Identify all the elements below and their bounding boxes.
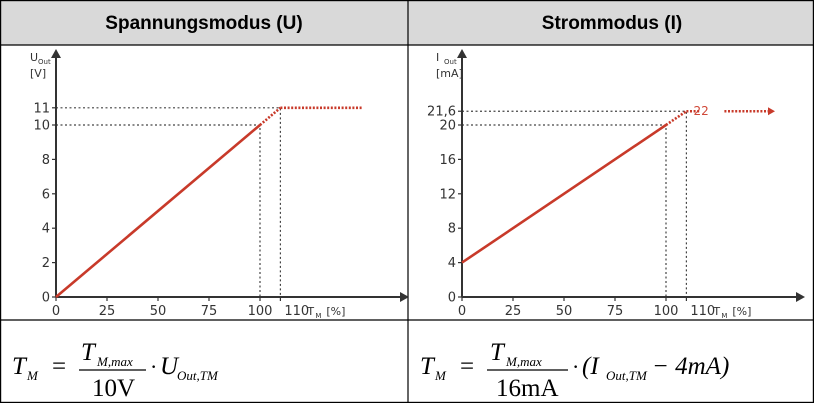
header-current-mode: Strommodus (I) [542, 13, 682, 34]
x-tick-label: 25 [99, 304, 116, 319]
formula-tail-open: (I [582, 353, 600, 380]
x-axis-label-sub: M [721, 312, 727, 320]
x-tick-label: 100 [248, 304, 273, 319]
header-voltage-mode: Spannungsmodus (U) [105, 13, 302, 34]
formula-tail-sub: Out,TM [177, 368, 219, 383]
y-tick-label: 20 [439, 119, 456, 134]
formula-current: T M = T M,max 16mA · (I Out,TM − 4mA) [420, 339, 729, 402]
y-tick-label: 0 [448, 291, 456, 306]
formula-numerator-sub: M,max [96, 354, 133, 369]
x-tick-label: 110 [284, 304, 309, 319]
formula-lhs: T [420, 353, 436, 380]
y-tick-label: 10 [33, 119, 50, 134]
y-axis-unit: [V] [30, 67, 46, 80]
formula-tail-close: − 4mA) [652, 353, 729, 380]
guide-line [462, 124, 667, 297]
x-axis-unit: [%] [326, 305, 345, 318]
formula-voltage: T M = T M,max 10V · U Out,TM [12, 339, 219, 402]
formula-lhs-sub: M [434, 368, 447, 383]
y-tick-label: 4 [42, 222, 50, 237]
x-tick-label: 75 [201, 304, 218, 319]
x-tick-label: 0 [52, 304, 60, 319]
x-axis-unit: [%] [732, 305, 751, 318]
series-dotted-line [259, 106, 282, 126]
y-tick-label: 8 [42, 153, 50, 168]
data-label: 22 [694, 104, 709, 118]
formula-lhs: T [12, 353, 28, 380]
y-axis-arrow [457, 49, 467, 58]
formula-equals: = [52, 353, 66, 380]
header-row-bg [0, 0, 814, 45]
guide-line [462, 110, 688, 297]
x-tick-label: 50 [150, 304, 167, 319]
x-tick-label: 100 [654, 304, 679, 319]
x-tick-label: 0 [458, 304, 466, 319]
formula-lhs-sub: M [26, 368, 39, 383]
y-axis-label-sub: Out [444, 58, 457, 66]
series-dotted-line [665, 110, 688, 127]
formula-numerator: T [490, 339, 506, 366]
y-tick-label: 12 [439, 187, 456, 202]
y-tick-label: 0 [42, 291, 50, 306]
series-line [461, 123, 667, 264]
formula-dot: · [572, 354, 579, 379]
y-axis-label: I [436, 51, 439, 64]
y-tick-label: 16 [439, 153, 456, 168]
y-tick-label: 21,6 [427, 105, 456, 120]
x-tick-label: 50 [556, 304, 573, 319]
x-axis-label-sub: M [315, 312, 321, 320]
series-arrow [768, 107, 775, 116]
y-tick-label: 4 [448, 256, 456, 271]
formula-tail-sub: Out,TM [606, 368, 648, 383]
y-axis-label-sub: Out [38, 58, 51, 66]
formula-numerator: T [81, 339, 97, 366]
formula-denominator: 10V [92, 375, 135, 402]
formula-tail: U [160, 353, 180, 380]
x-axis-arrow [400, 292, 409, 302]
x-axis-arrow [796, 292, 805, 302]
y-axis-arrow [51, 49, 61, 58]
x-tick-label: 110 [690, 304, 715, 319]
series-line [55, 124, 261, 298]
y-tick-label: 11 [33, 101, 50, 116]
formula-dot: · [150, 354, 157, 379]
y-tick-label: 6 [42, 187, 50, 202]
formula-denominator: 16mA [496, 375, 559, 402]
x-axis-label: T [306, 305, 314, 318]
formula-equals: = [460, 353, 474, 380]
y-axis-unit: [mA] [436, 67, 463, 80]
x-tick-label: 25 [505, 304, 522, 319]
y-tick-label: 2 [42, 256, 50, 271]
x-tick-label: 75 [607, 304, 624, 319]
x-axis-label: T [712, 305, 720, 318]
y-axis-label: U [30, 51, 38, 64]
y-tick-label: 8 [448, 222, 456, 237]
formula-numerator-sub: M,max [505, 354, 542, 369]
